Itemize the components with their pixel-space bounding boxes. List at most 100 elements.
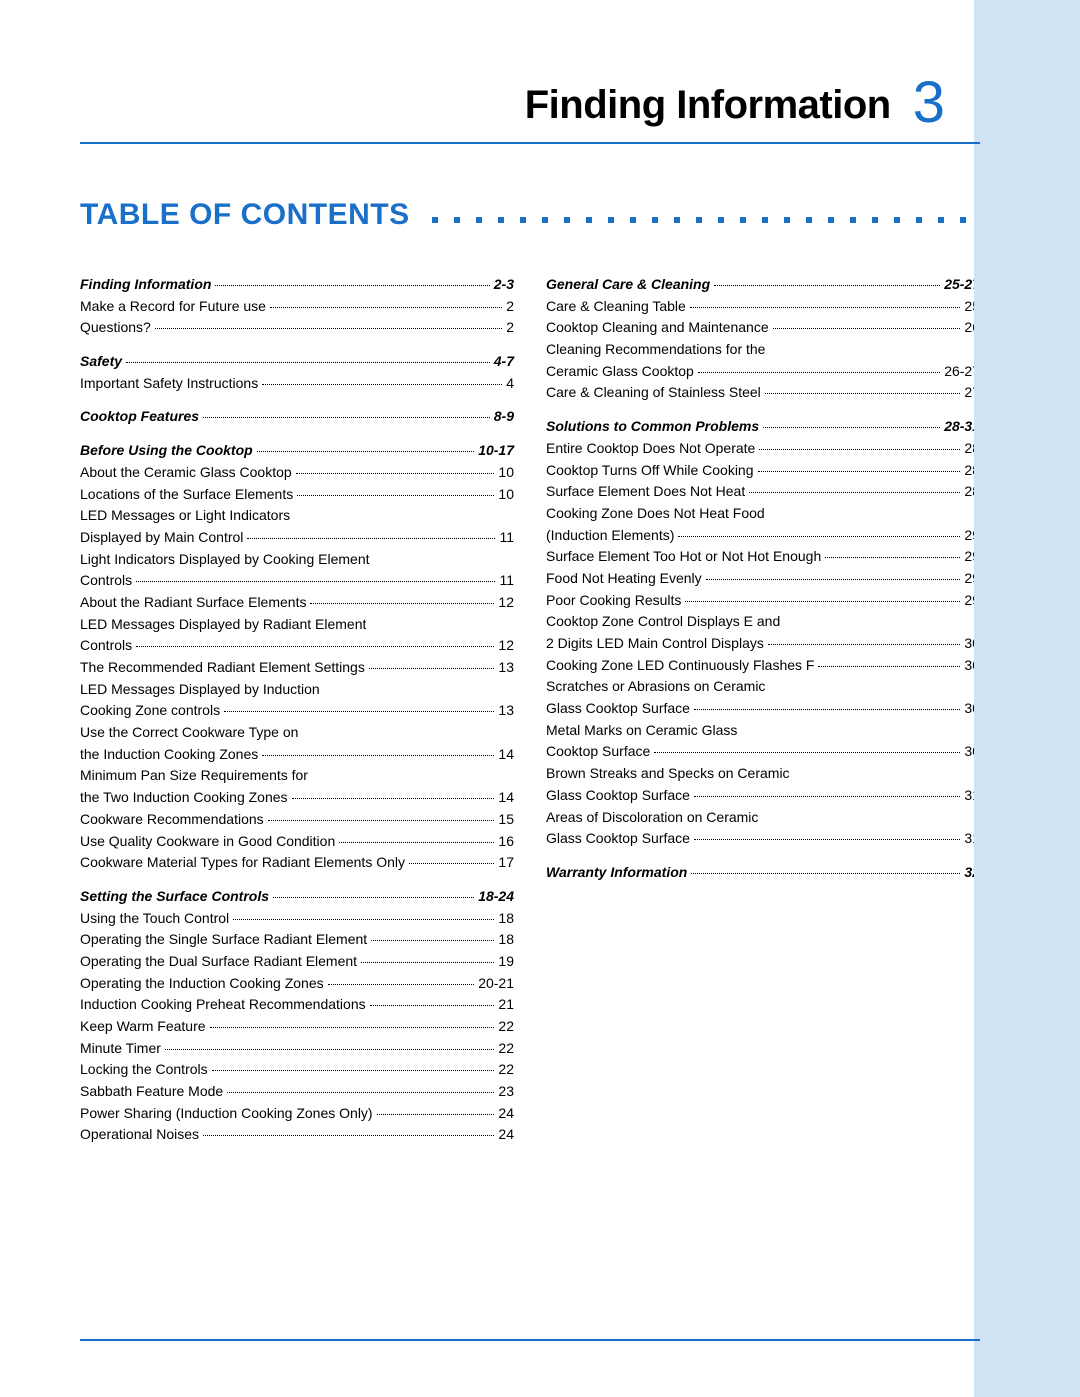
toc-entry-page: 14 [498,744,514,766]
side-band [974,0,1080,1397]
toc-entry: About the Ceramic Glass Cooktop10 [80,462,514,484]
footer-rule [80,1339,980,1341]
toc-entry-label: Sabbath Feature Mode [80,1081,223,1103]
toc-entry-label: Care & Cleaning Table [546,296,686,318]
toc-entry: Entire Cooktop Does Not Operate28 [546,438,980,460]
toc-entry-page: 11 [499,570,514,592]
toc-entry-page: 22 [498,1059,514,1081]
toc-entry-label: Use Quality Cookware in Good Condition [80,831,335,853]
toc-entry-label: Metal Marks on Ceramic Glass [546,720,737,742]
toc-entry: Operating the Dual Surface Radiant Eleme… [80,951,514,973]
dot-leader [292,798,495,799]
dot-leader [694,709,960,710]
dot-leader [371,940,494,941]
toc-entry: Sabbath Feature Mode 23 [80,1081,514,1103]
toc-entry-label: Controls [80,635,132,657]
toc-entry-label: Cooktop Cleaning and Maintenance [546,317,769,339]
toc-section-page: 10-17 [478,440,514,462]
toc-entry-page: 17 [498,852,514,874]
dot-leader [310,603,494,604]
toc-entry-label: Cooktop Surface [546,741,650,763]
dot-leader [694,839,960,840]
toc-entry-page: 13 [498,657,514,679]
toc-section-page: 2-3 [494,274,514,296]
toc-entry-page: 23 [498,1081,514,1103]
dot-leader [224,711,494,712]
toc-entry-label: About the Radiant Surface Elements [80,592,306,614]
toc-entry: Cooking Zone controls13 [80,700,514,722]
toc-heading: TABLE OF CONTENTS [80,198,424,232]
toc-entry-page: 22 [498,1038,514,1060]
toc-entry-label: About the Ceramic Glass Cooktop [80,462,292,484]
toc-columns: Finding Information 2-3 Make a Record for … [80,262,980,1146]
toc-entry: Minute Timer22 [80,1038,514,1060]
dot-leader [678,536,960,537]
toc-entry: Areas of Discoloration on Ceramic [546,807,980,829]
toc-entry-label: Surface Element Too Hot or Not Hot Enoug… [546,546,821,568]
toc-entry-label: Glass Cooktop Surface [546,785,690,807]
toc-entry-label: 2 Digits LED Main Control Displays [546,633,764,655]
toc-entry-label: Surface Element Does Not Heat [546,481,745,503]
toc-entry: Cooktop Zone Control Displays E and [546,611,980,633]
toc-entry-label: the Induction Cooking Zones [80,744,258,766]
toc-entry: Important Safety Instructions4 [80,373,514,395]
toc-entry-page: 24 [498,1103,514,1125]
toc-entry-label: Glass Cooktop Surface [546,698,690,720]
toc-entry-label: Operating the Dual Surface Radiant Eleme… [80,951,357,973]
dot-leader [155,328,502,329]
dot-leader [203,417,490,418]
toc-entry-label: Make a Record for Future use [80,296,266,318]
toc-entry-page: 4 [506,373,514,395]
dot-leader [370,1005,495,1006]
toc-section-label: Finding Information [80,274,211,296]
toc-entry-label: Light Indicators Displayed by Cooking El… [80,549,370,571]
dot-leader [136,581,495,582]
toc-entry-page: 14 [498,787,514,809]
toc-section-label: Cooktop Features [80,406,199,428]
toc-entry: (Induction Elements)29 [546,525,980,547]
toc-section-label: General Care & Cleaning [546,274,710,296]
dot-leader [690,307,961,308]
dot-leader [654,752,960,753]
toc-section-page: 18-24 [478,886,514,908]
toc-entry: Brown Streaks and Specks on Ceramic [546,763,980,785]
dot-leader [818,666,960,667]
toc-entry: LED Messages Displayed by Induction [80,679,514,701]
toc-entry-page: 15 [498,809,514,831]
toc-section-label: Warranty Information [546,862,687,884]
toc-section: Before Using the Cooktop10-17 [80,440,514,462]
dot-leader [773,328,961,329]
toc-left-column: Finding Information 2-3 Make a Record for … [80,262,514,1146]
toc-heading-wrap: TABLE OF CONTENTS [80,198,980,232]
toc-section-label: Solutions to Common Problems [546,416,759,438]
toc-entry-label: Questions? [80,317,151,339]
toc-entry: About the Radiant Surface Elements12 [80,592,514,614]
dot-leader [714,285,940,286]
toc-entry-page: 22 [498,1016,514,1038]
toc-entry-label: Locking the Controls [80,1059,208,1081]
toc-entry-label: Cooking Zone controls [80,700,220,722]
toc-entry-label: Cooktop Zone Control Displays E and [546,611,780,633]
toc-entry-label: LED Messages Displayed by Radiant Elemen… [80,614,366,636]
toc-entry: Use the Correct Cookware Type on [80,722,514,744]
toc-entry-label: Cleaning Recommendations for the [546,339,765,361]
toc-entry-label: Locations of the Surface Elements [80,484,293,506]
toc-entry-page: 20-21 [478,973,514,995]
dot-leader [759,449,960,450]
toc-entry: Care & Cleaning Table25 [546,296,980,318]
toc-entry-label: Induction Cooking Preheat Recommendation… [80,994,366,1016]
dot-leader [273,897,474,898]
toc-section: Solutions to Common Problems28-31 [546,416,980,438]
dot-leader [262,384,502,385]
toc-entry-label: (Induction Elements) [546,525,674,547]
toc-entry: Cooktop Cleaning and Maintenance26 [546,317,980,339]
toc-section-page: 8-9 [494,406,514,428]
toc-entry: Care & Cleaning of Stainless Steel27 [546,382,980,404]
toc-entry: Surface Element Does Not Heat28 [546,481,980,503]
page-header: Finding Information 3 [80,70,980,128]
dot-leader [409,863,494,864]
toc-entry-label: Care & Cleaning of Stainless Steel [546,382,761,404]
dot-leader [763,427,940,428]
toc-section-label: Setting the Surface Controls [80,886,269,908]
toc-entry-label: LED Messages or Light Indicators [80,505,290,527]
